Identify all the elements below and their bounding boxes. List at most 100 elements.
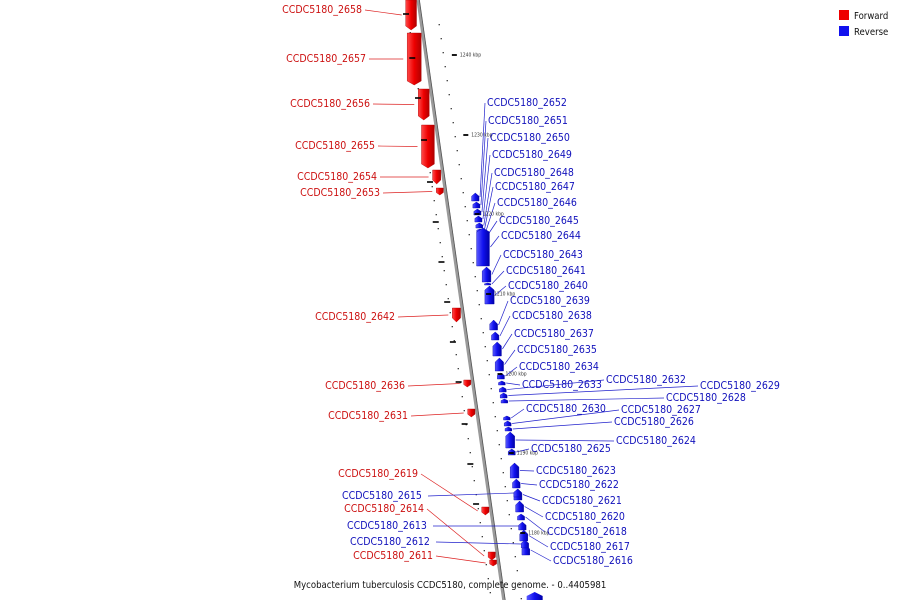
- leader-line: [511, 408, 525, 419]
- position-dot: [437, 228, 439, 230]
- position-dot: [453, 340, 455, 342]
- leader-line: [504, 349, 516, 365]
- position-dot: [442, 52, 444, 54]
- scale-tick-label: 1180 kbp: [528, 531, 549, 537]
- scale-ticks: 1240 kbp 1230 kbp 1220 kbp 1210 kbp 1200 kbp…: [403, 13, 550, 537]
- position-dot: [439, 242, 441, 244]
- leader-line: [426, 508, 485, 557]
- reverse-gene-CCDC5180_2644: [476, 227, 490, 267]
- gene-label-CCDC5180_2641: CCDC5180_2641: [506, 265, 586, 277]
- leader-line: [516, 448, 530, 453]
- position-dot: [460, 178, 462, 180]
- leader-line: [499, 315, 511, 337]
- position-dot: [489, 592, 491, 594]
- gene-label-CCDC5180_2633: CCDC5180_2633: [522, 379, 602, 391]
- gene-label-CCDC5180_2613: CCDC5180_2613: [347, 520, 427, 532]
- leader-line: [397, 314, 449, 318]
- position-dot: [520, 598, 522, 600]
- forward-gene-CCDC5180_2653: [436, 187, 444, 196]
- leader-line: [507, 379, 605, 390]
- gene-label-CCDC5180_2657: CCDC5180_2657: [286, 53, 366, 65]
- leader-line: [407, 383, 460, 387]
- forward-gene-CCDC5180_2614: [487, 551, 496, 561]
- reverse-gene-CCDC5180_2624: [505, 431, 515, 449]
- leader-line: [524, 506, 544, 518]
- position-dot: [463, 410, 465, 412]
- position-dot: [471, 466, 473, 468]
- reverse-gene-CCDC5180_2630: [503, 415, 511, 421]
- position-dot: [438, 24, 440, 26]
- reverse-gene-CCDC5180_2635: [494, 357, 504, 372]
- leader-line: [435, 541, 522, 545]
- position-dot: [446, 80, 448, 82]
- position-dot: [494, 416, 496, 418]
- gene-label-CCDC5180_2619: CCDC5180_2619: [338, 468, 418, 480]
- gene-label-CCDC5180_2637: CCDC5180_2637: [514, 328, 594, 340]
- position-dot: [429, 172, 431, 174]
- position-dot: [502, 472, 504, 474]
- position-dot: [449, 312, 451, 314]
- position-dot: [409, 32, 411, 34]
- position-dot: [470, 248, 472, 250]
- gene-label-CCDC5180_2620: CCDC5180_2620: [545, 511, 625, 523]
- gene-label-CCDC5180_2646: CCDC5180_2646: [497, 197, 577, 209]
- position-dot: [506, 500, 508, 502]
- gene-label-CCDC5180_2648: CCDC5180_2648: [494, 167, 574, 179]
- reverse-gene-CCDC5180_2615: [513, 488, 522, 498]
- scale-tick-label: 1240 kbp: [460, 53, 481, 59]
- position-dot: [417, 88, 419, 90]
- reverse-gene-CCDC5180_2641: [484, 282, 492, 286]
- genome-caption: Mycobacterium tuberculosis CCDC5180, com…: [294, 580, 607, 591]
- legend-reverse-swatch: [839, 26, 849, 36]
- leader-line: [479, 102, 486, 198]
- backbone-line: [416, 0, 506, 600]
- gene-label-CCDC5180_2632: CCDC5180_2632: [606, 374, 686, 386]
- gene-labels: CCDC5180_2658 CCDC5180_2657 CCDC5180_2656 C…: [282, 4, 780, 567]
- gene-label-CCDC5180_2624: CCDC5180_2624: [616, 435, 696, 447]
- position-dot: [467, 438, 469, 440]
- position-dot: [496, 430, 498, 432]
- leader-line: [519, 470, 535, 472]
- gene-label-CCDC5180_2651: CCDC5180_2651: [488, 115, 568, 127]
- forward-gene-CCDC5180_2658: [405, 0, 417, 31]
- leader-line: [502, 333, 513, 350]
- gene-label-CCDC5180_2634: CCDC5180_2634: [519, 361, 599, 373]
- gene-label-CCDC5180_2627: CCDC5180_2627: [621, 404, 701, 416]
- reverse-gene-CCDC5180_2632: [499, 386, 507, 393]
- reverse-gene-CCDC5180_2629: [499, 392, 508, 399]
- leader-line: [484, 202, 496, 235]
- forward-gene-CCDC5180_2631: [467, 408, 476, 418]
- position-dot: [433, 200, 435, 202]
- gene-label-CCDC5180_2655: CCDC5180_2655: [295, 140, 375, 152]
- scale-tick-label: 1200 kbp: [505, 372, 526, 378]
- leader-line: [491, 254, 502, 275]
- position-dot: [469, 452, 471, 454]
- label-leader-lines: [364, 9, 699, 564]
- gene-label-CCDC5180_2622: CCDC5180_2622: [539, 479, 619, 491]
- position-dot: [498, 444, 500, 446]
- position-dot: [461, 396, 463, 398]
- reverse-gene-CCDC5180_2651: [472, 201, 481, 209]
- reverse-gene-CCDC5180_2640: [484, 285, 495, 305]
- position-dot: [487, 578, 489, 580]
- leader-line: [521, 483, 538, 486]
- gene-label-CCDC5180_2615: CCDC5180_2615: [342, 490, 422, 502]
- position-dot: [451, 326, 453, 328]
- leader-line: [506, 382, 521, 386]
- leader-line: [483, 172, 493, 226]
- gene-label-CCDC5180_2635: CCDC5180_2635: [517, 344, 597, 356]
- scale-tick-label: 1190 kbp: [517, 451, 538, 457]
- reverse-gene-CCDC5180_2639: [489, 319, 498, 331]
- gene-label-CCDC5180_2618: CCDC5180_2618: [547, 526, 627, 538]
- position-dot: [473, 480, 475, 482]
- leader-line: [508, 397, 665, 402]
- legend-forward-swatch: [839, 10, 849, 20]
- reverse-gene-CCDC5180_2612: [521, 539, 529, 549]
- position-dot: [490, 388, 492, 390]
- position-dot: [516, 570, 518, 572]
- forward-gene-CCDC5180_2636: [463, 379, 472, 388]
- position-dot: [458, 164, 460, 166]
- position-dot: [518, 584, 520, 586]
- position-dot: [441, 256, 443, 258]
